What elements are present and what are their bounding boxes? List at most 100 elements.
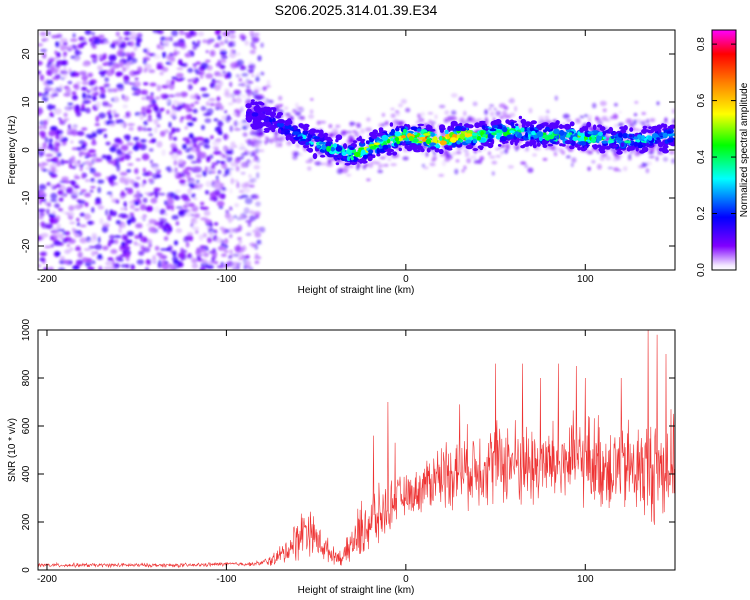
heatmap-noise-cell: [124, 153, 131, 160]
heatmap-noise-cell: [107, 120, 115, 125]
heatmap-noise-cell: [226, 260, 235, 267]
snr-ylabel: SNR (10 * v/v): [7, 418, 18, 482]
heatmap-noise-cell: [244, 40, 249, 46]
heatmap-ridge-cell: [502, 126, 508, 133]
heatmap-halo-cell: [329, 133, 335, 137]
heatmap-ridge-cell: [505, 119, 510, 124]
heatmap-noise-cell: [171, 153, 179, 160]
heatmap-halo-cell: [634, 151, 641, 157]
heatmap-noise-cell: [99, 93, 105, 99]
heatmap-noise-cell: [171, 146, 178, 154]
heatmap-noise-cell: [167, 166, 172, 173]
heatmap-noise-cell: [117, 88, 124, 92]
heatmap-noise-cell: [103, 266, 112, 270]
heatmap-halo-cell: [671, 158, 675, 164]
heatmap-noise-cell: [215, 107, 221, 110]
heatmap-halo-cell: [293, 151, 300, 157]
heatmap-halo-cell: [566, 119, 572, 123]
heatmap-noise-cell: [209, 154, 214, 159]
heatmap-noise-cell: [212, 170, 216, 174]
heatmap-noise-cell: [89, 189, 94, 193]
heatmap-noise-cell: [38, 208, 46, 212]
heatmap-noise-cell: [161, 84, 169, 89]
heatmap-noise-cell: [148, 218, 156, 225]
heatmap-noise-cell: [135, 243, 142, 246]
heatmap-noise-cell: [72, 189, 78, 195]
heatmap-noise-cell: [149, 159, 154, 164]
heatmap-noise-cell: [81, 151, 85, 156]
heatmap-noise-cell: [156, 252, 163, 256]
heatmap-halo-cell: [579, 115, 584, 119]
heatmap-ridge-cell: [653, 125, 658, 132]
y-tick-label: 800: [21, 369, 32, 386]
heatmap-noise-cell: [56, 142, 61, 148]
heatmap-noise-cell: [200, 249, 206, 253]
heatmap-ridge-cell: [376, 147, 381, 154]
heatmap-ridge-cell: [394, 131, 401, 137]
heatmap-noise-cell: [135, 41, 141, 48]
heatmap-noise-cell: [222, 174, 227, 177]
heatmap-ridge-cell: [284, 119, 291, 126]
heatmap-noise-cell: [202, 170, 207, 177]
heatmap-noise-cell: [131, 57, 138, 64]
heatmap-ridge-cell: [531, 130, 536, 136]
heatmap-ridge-cell: [282, 128, 288, 132]
heatmap-halo-cell: [415, 120, 421, 124]
heatmap-halo-cell: [286, 113, 291, 117]
heatmap-halo-cell: [310, 98, 314, 101]
heatmap-halo-cell: [279, 142, 283, 148]
heatmap-noise-cell: [256, 172, 260, 179]
heatmap-ridge-cell: [319, 154, 326, 158]
heatmap-noise-cell: [139, 111, 145, 115]
heatmap-halo-cell: [528, 107, 533, 114]
heatmap-noise-cell: [245, 84, 251, 89]
heatmap-noise-cell: [240, 65, 245, 70]
heatmap-noise-cell: [200, 217, 209, 221]
heatmap-ridge-cell: [525, 141, 530, 146]
heatmap-noise-cell: [175, 228, 183, 233]
heatmap-noise-cell: [78, 192, 84, 195]
heatmap-noise-cell: [200, 62, 209, 70]
heatmap-halo-cell: [444, 110, 450, 115]
heatmap-noise-cell: [195, 61, 201, 65]
heatmap-halo-cell: [470, 155, 477, 160]
heatmap-ridge-cell: [597, 131, 604, 136]
heatmap-noise-cell: [173, 172, 178, 176]
heatmap-ridge-cell: [376, 152, 381, 157]
heatmap-ridge-cell: [305, 145, 310, 149]
heatmap-noise-cell: [98, 34, 105, 38]
heatmap-ridge-cell: [319, 129, 324, 136]
heatmap-ridge-cell: [337, 155, 342, 159]
heatmap-noise-cell: [234, 179, 238, 183]
heatmap-noise-cell: [115, 220, 121, 225]
heatmap-noise-cell: [75, 259, 82, 267]
heatmap-noise-cell: [74, 205, 82, 209]
heatmap-halo-cell: [253, 89, 259, 93]
heatmap-ridge-cell: [300, 138, 307, 142]
heatmap-ridge-cell: [303, 125, 309, 132]
heatmap-noise-cell: [64, 236, 72, 242]
heatmap-halo-cell: [250, 140, 256, 147]
heatmap-noise-cell: [62, 180, 71, 184]
heatmap-noise-cell: [224, 167, 231, 174]
heatmap-noise-cell: [91, 131, 97, 138]
heatmap-noise-cell: [38, 163, 41, 167]
heatmap-noise-cell: [220, 58, 227, 64]
heatmap-noise-cell: [115, 119, 120, 124]
heatmap-noise-cell: [52, 211, 56, 215]
heatmap-noise-cell: [134, 112, 141, 116]
heatmap-ridge-cell: [536, 142, 541, 147]
heatmap-ridge-cell: [342, 156, 347, 160]
heatmap-ridge-cell: [471, 133, 478, 136]
heatmap-noise-cell: [229, 206, 233, 211]
heatmap-halo-cell: [275, 142, 281, 148]
heatmap-ridge-cell: [264, 116, 270, 123]
heatmap-noise-cell: [205, 59, 211, 63]
heatmap-noise-cell: [254, 244, 259, 250]
heatmap-noise-cell: [209, 231, 214, 238]
heatmap-ridge-cell: [386, 138, 391, 144]
heatmap-halo-cell: [421, 163, 426, 168]
heatmap-noise-cell: [120, 144, 129, 151]
heatmap-noise-cell: [124, 207, 128, 211]
heatmap-noise-cell: [150, 92, 154, 96]
